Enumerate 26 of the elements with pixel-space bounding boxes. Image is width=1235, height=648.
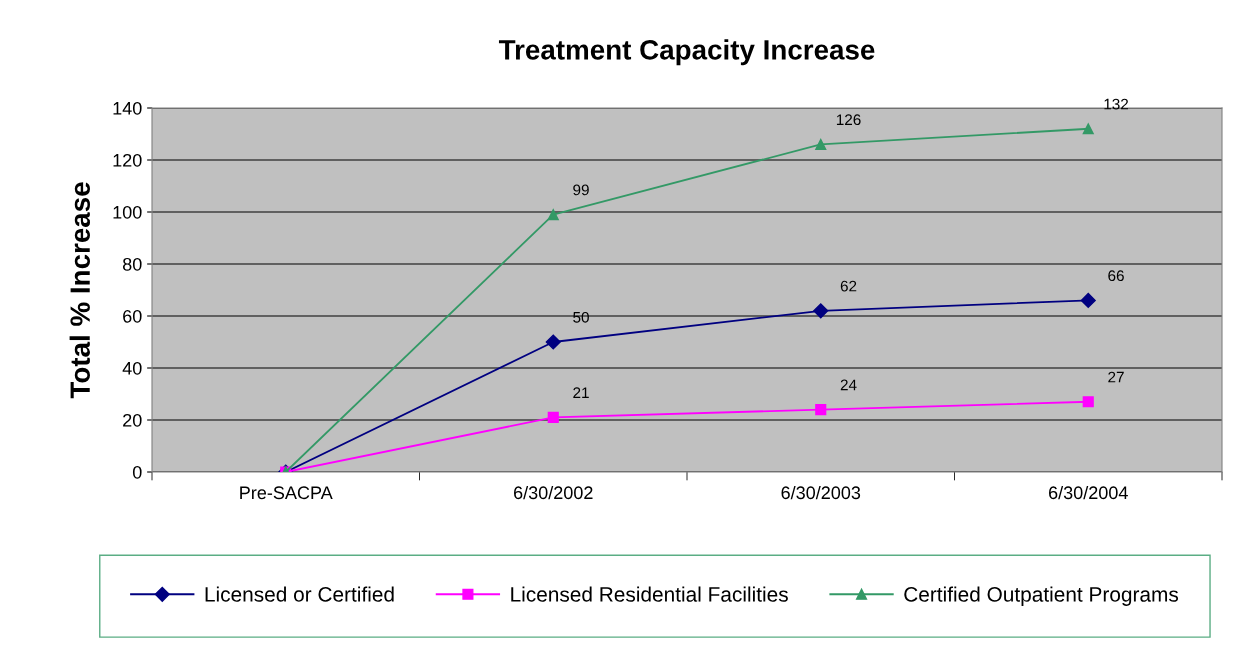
data-label: 62 <box>840 280 857 292</box>
x-tick-label: 6/30/2004 <box>1049 485 1128 500</box>
y-tick-label: 40 <box>122 361 142 375</box>
data-label: 126 <box>836 114 861 126</box>
data-label: 132 <box>1104 98 1129 110</box>
x-tick-label: 6/30/2002 <box>514 485 593 500</box>
y-axis-title: Total % Increase <box>69 182 90 399</box>
y-tick-label: 20 <box>123 413 142 427</box>
data-label: 21 <box>573 387 589 398</box>
data-label: 27 <box>1108 371 1124 383</box>
legend-label: Certified Outpatient Programs <box>904 586 1179 606</box>
data-label: 24 <box>840 379 857 391</box>
y-tick-label: 60 <box>123 309 142 323</box>
y-tick-label: 140 <box>113 101 142 115</box>
x-tick-label: 6/30/2003 <box>781 485 861 500</box>
data-label: 99 <box>573 184 589 196</box>
y-tick-label: 100 <box>113 205 142 219</box>
y-tick-label: 120 <box>113 153 142 167</box>
chart-title: Treatment Capacity Increase <box>498 39 875 66</box>
y-tick-label: 80 <box>122 257 142 271</box>
x-tick-label: Pre-SACPA <box>240 486 333 500</box>
data-label: 50 <box>573 311 589 323</box>
legend-label: Licensed or Certified <box>205 586 394 602</box>
y-tick-label: 0 <box>132 465 142 479</box>
legend-label: Licensed Residential Facilities <box>511 586 788 602</box>
data-label: 66 <box>1108 270 1124 282</box>
